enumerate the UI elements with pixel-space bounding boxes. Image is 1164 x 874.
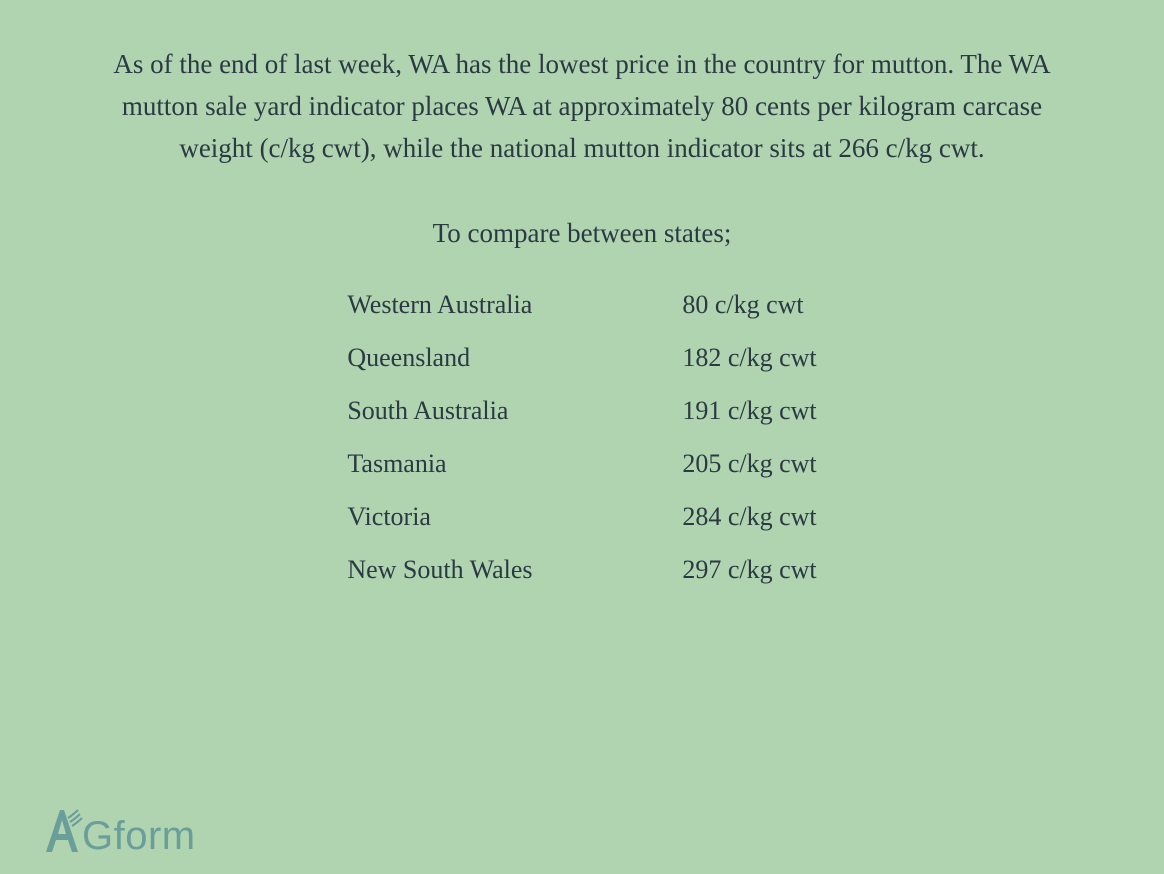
state-price: 80 c/kg cwt [682,287,816,322]
state-name: Western Australia [347,287,682,322]
state-name: Tasmania [347,446,682,481]
state-name: Victoria [347,499,682,534]
state-price: 182 c/kg cwt [682,340,816,375]
state-price: 191 c/kg cwt [682,393,816,428]
logo-text: Gform [82,816,196,856]
state-price: 284 c/kg cwt [682,499,816,534]
state-name: South Australia [347,393,682,428]
price-table-container: Western Australia 80 c/kg cwt Queensland… [100,287,1064,588]
price-table: Western Australia 80 c/kg cwt Queensland… [347,287,816,588]
state-name: New South Wales [347,552,682,587]
state-price: 297 c/kg cwt [682,552,816,587]
state-price: 205 c/kg cwt [682,446,816,481]
wheat-a-icon [36,804,88,856]
compare-heading: To compare between states; [100,218,1064,249]
intro-paragraph: As of the end of last week, WA has the l… [100,44,1064,170]
brand-logo: Gform [36,804,196,856]
state-name: Queensland [347,340,682,375]
